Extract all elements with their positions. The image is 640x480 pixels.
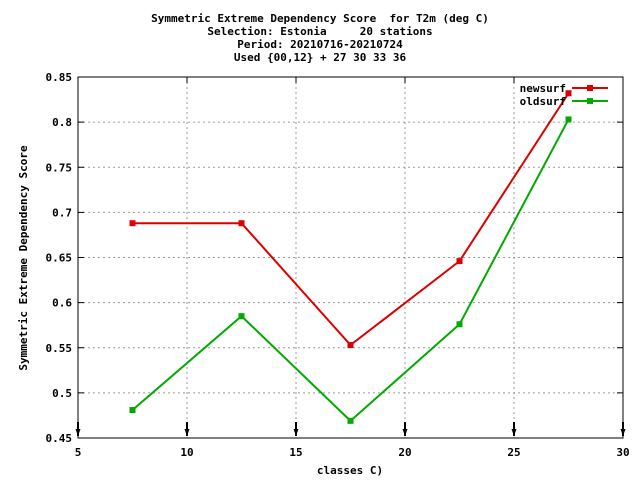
x-tick-label: 15: [289, 446, 302, 459]
y-axis-label: Symmetric Extreme Dependency Score: [17, 145, 30, 371]
chart-title-line-3: Period: 20210716-20210724: [237, 38, 403, 51]
x-tick-arrowhead: [402, 429, 408, 436]
axis-ticks: 0.45 0.5 0.55 0.6 0.65 0.7 0.75 0.8 0.85 5 10 15 20 2…: [46, 71, 630, 459]
plot-frame: [77, 76, 624, 439]
data-point-newsurf: [565, 90, 572, 97]
x-tick-label: 5: [75, 446, 82, 459]
series-line-oldsurf: [131, 118, 570, 423]
y-tick-label: 0.75: [46, 161, 73, 174]
grid-lines: [78, 77, 623, 438]
legend-label-newsurf: newsurf: [520, 82, 566, 95]
y-tick-label: 0.55: [46, 342, 73, 355]
x-tick-label: 30: [616, 446, 629, 459]
data-point-newsurf: [238, 220, 245, 227]
chart-title-line-2: Selection: Estonia 20 stations: [207, 25, 433, 38]
chart-title-line-4: Used {00,12} + 27 30 33 36: [233, 51, 407, 64]
x-tick-arrowhead: [184, 429, 190, 436]
data-point-newsurf: [456, 258, 463, 265]
data-point-oldsurf: [238, 313, 245, 320]
x-tick-arrowhead: [511, 429, 517, 436]
y-tick-label: 0.85: [46, 71, 73, 84]
y-tick-label: 0.7: [52, 206, 72, 219]
x-tick-arrowhead: [293, 429, 299, 436]
data-series: [129, 90, 572, 424]
y-tick-label: 0.5: [52, 387, 72, 400]
y-tick-label: 0.45: [46, 432, 73, 445]
x-tick-label: 10: [180, 446, 193, 459]
chart-title-line-1: Symmetric Extreme Dependency Score for T…: [151, 12, 489, 25]
data-point-oldsurf: [456, 321, 463, 328]
x-tick-label: 20: [398, 446, 411, 459]
x-tick-label: 25: [507, 446, 520, 459]
legend-marker-oldsurf: [587, 98, 593, 104]
data-point-oldsurf: [129, 407, 136, 414]
data-point-newsurf: [347, 342, 354, 349]
y-tick-label: 0.6: [52, 297, 72, 310]
data-point-oldsurf: [347, 417, 354, 424]
legend-marker-newsurf: [587, 85, 593, 91]
data-point-oldsurf: [565, 116, 572, 123]
data-point-newsurf: [129, 220, 136, 227]
legend-label-oldsurf: oldsurf: [520, 95, 566, 108]
y-tick-label: 0.65: [46, 252, 73, 265]
series-line-newsurf: [132, 92, 570, 347]
x-axis-label: classes C): [317, 464, 383, 477]
y-tick-label: 0.8: [52, 116, 72, 129]
